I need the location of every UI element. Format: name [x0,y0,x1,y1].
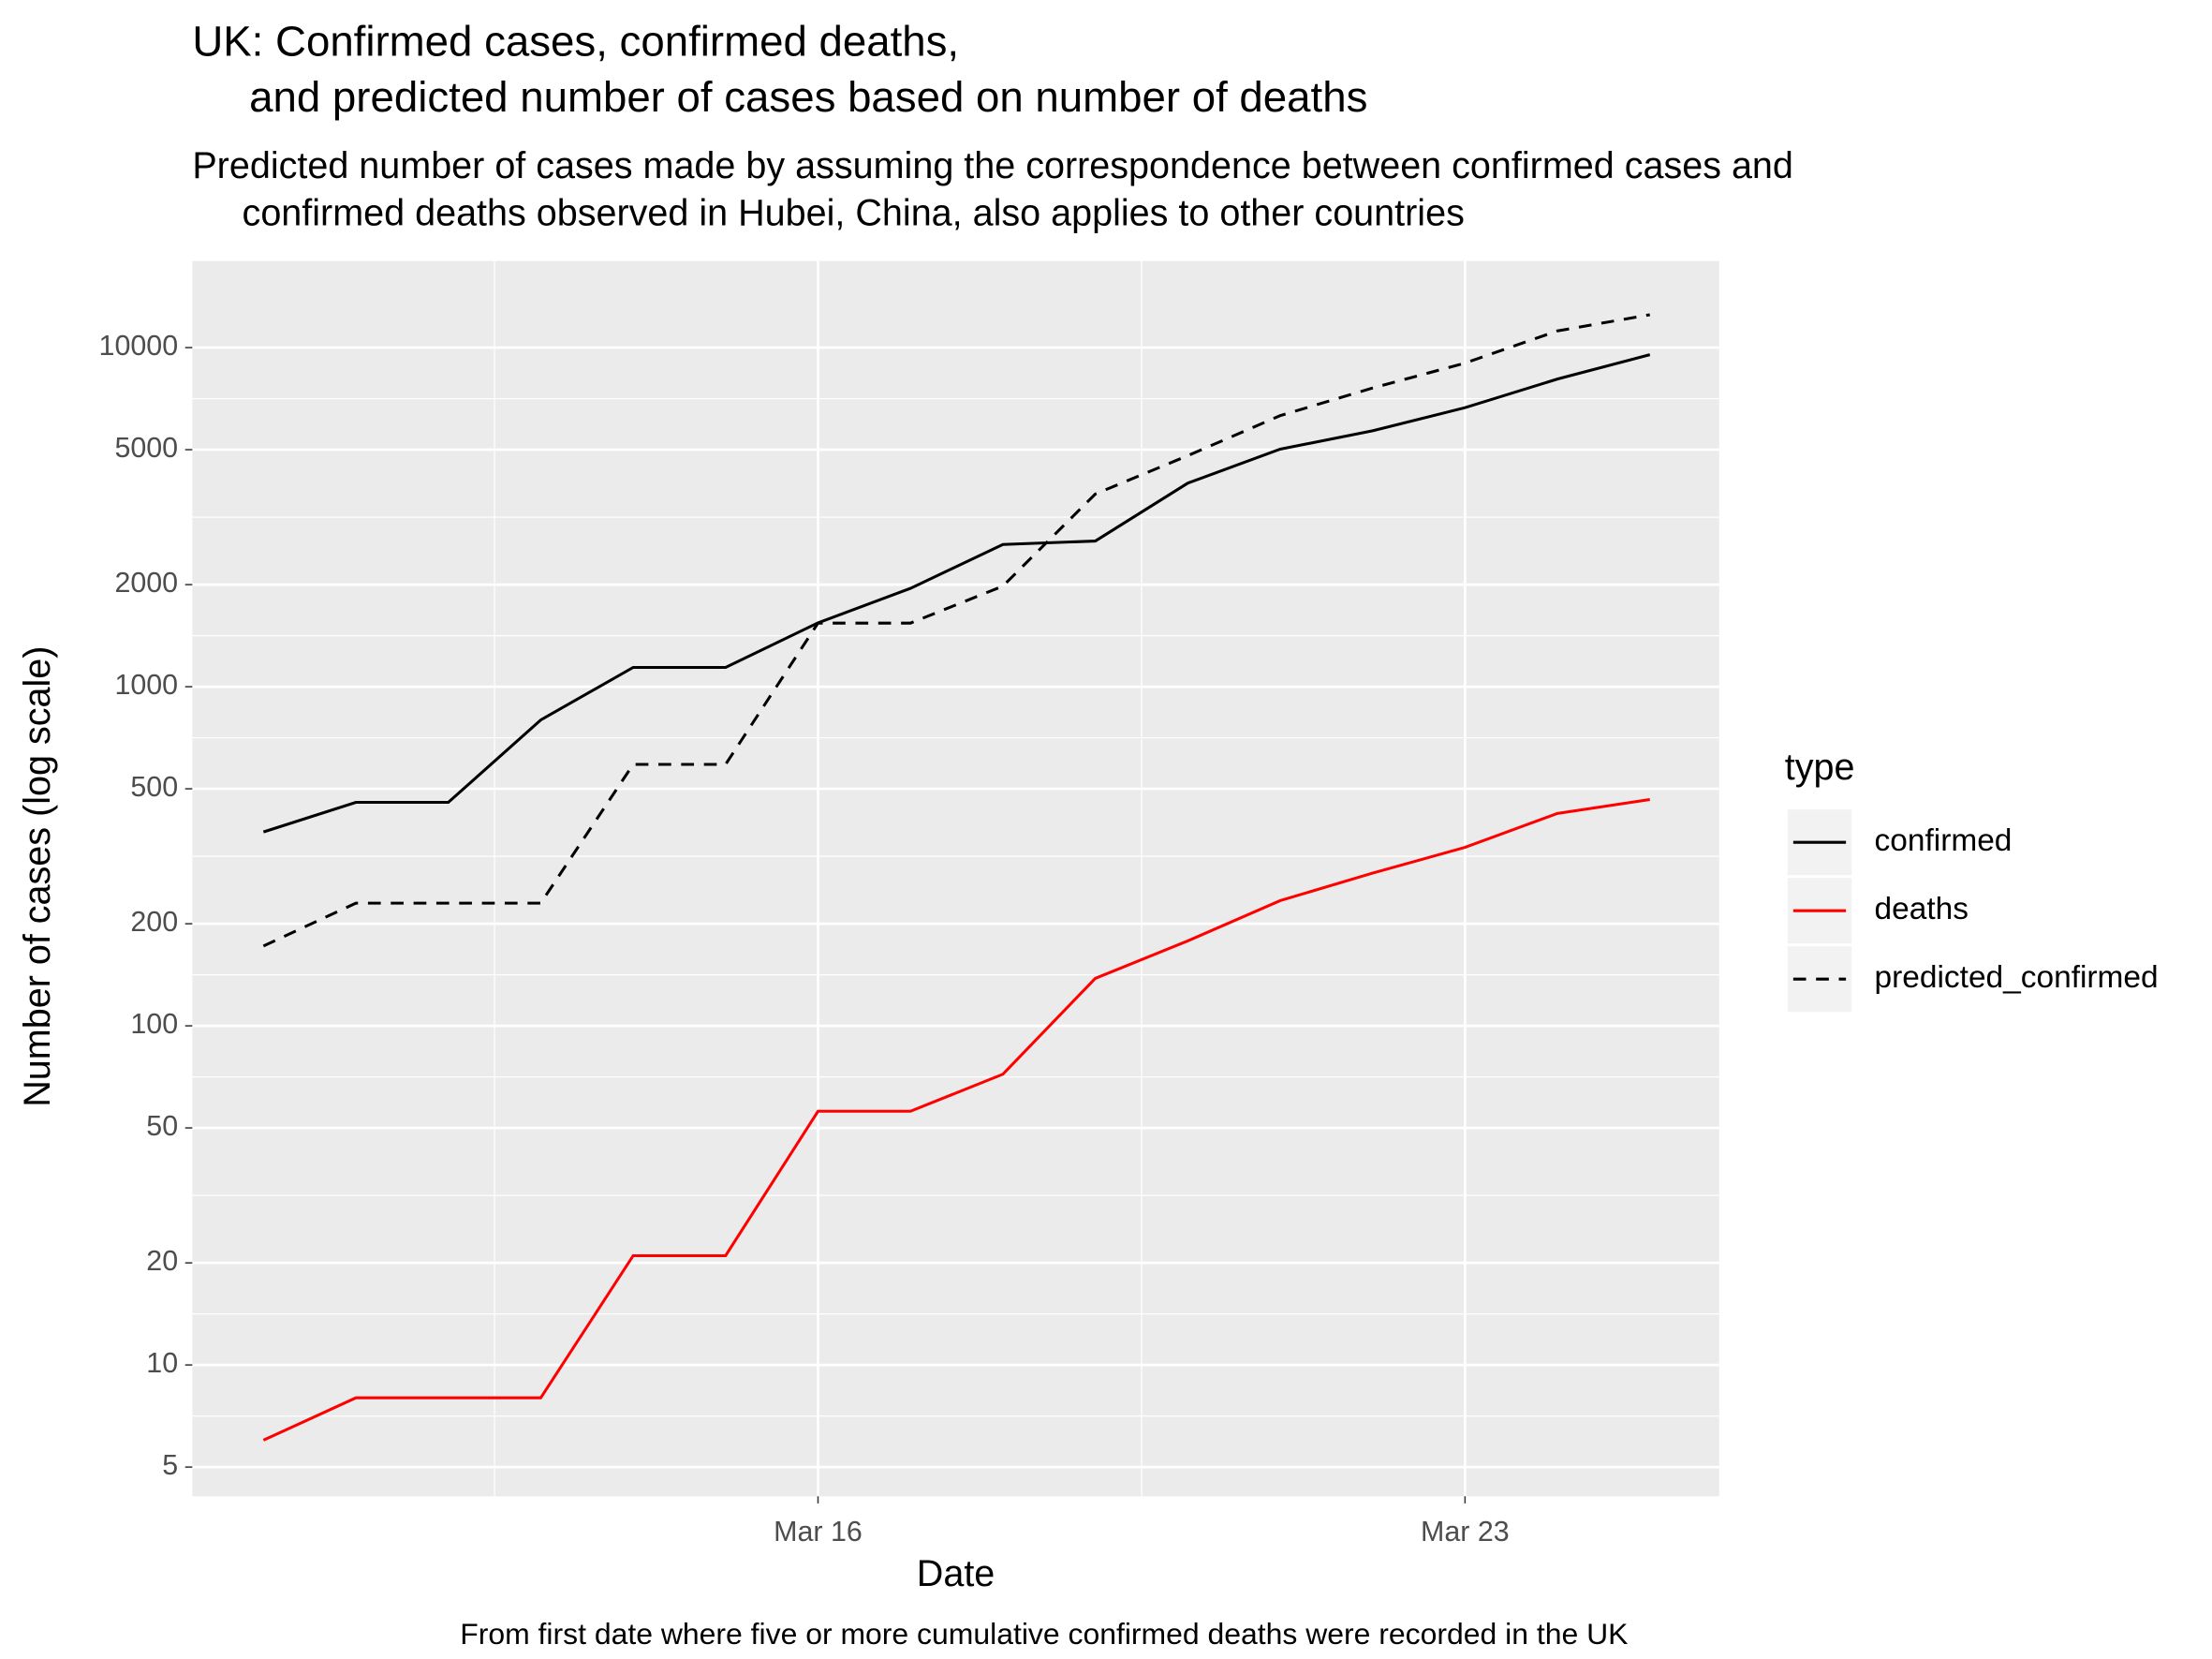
legend-title: type [1785,747,1855,788]
y-tick-label: 2000 [114,567,178,599]
y-tick-label: 200 [130,906,178,938]
legend-label: predicted_confirmed [1875,960,2159,995]
chart-subtitle: Predicted number of cases made by assumi… [192,145,1793,186]
chart-title: and predicted number of cases based on n… [249,73,1367,121]
y-tick-label: 1000 [114,669,178,701]
legend-label: deaths [1875,892,1969,926]
caption: From first date where five or more cumul… [460,1617,1628,1651]
x-axis-label: Date [917,1553,995,1594]
y-tick-label: 20 [146,1245,178,1277]
y-axis-label: Number of cases (log scale) [17,646,58,1107]
series-line [262,313,1650,948]
y-tick-label: 5000 [114,432,178,464]
series-line [262,797,1650,1442]
y-tick-label: 10000 [99,330,179,362]
legend-label: confirmed [1875,823,2013,858]
y-tick-label: 10 [146,1347,178,1379]
chart-subtitle: confirmed deaths observed in Hubei, Chin… [243,192,1465,233]
y-tick-label: 100 [130,1008,178,1040]
y-tick-label: 500 [130,771,178,803]
x-tick-label: Mar 23 [1421,1516,1510,1548]
y-tick-label: 5 [162,1449,178,1481]
plot-panel [192,260,1719,1497]
y-tick-label: 50 [146,1110,178,1142]
series-line [262,353,1651,834]
x-tick-label: Mar 16 [774,1516,863,1548]
chart-title: UK: Confirmed cases, confirmed deaths, [192,18,959,66]
